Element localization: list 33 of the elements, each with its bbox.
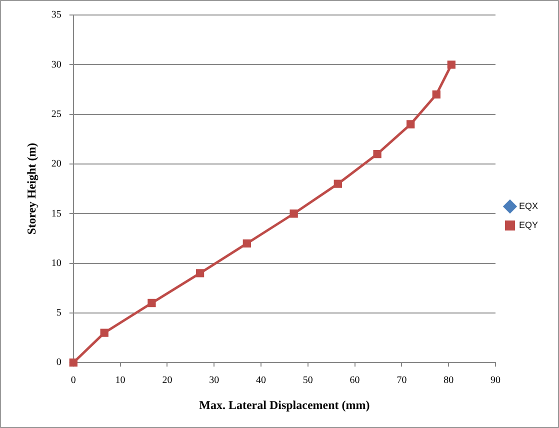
x-axis-title: Max. Lateral Displacement (mm) (199, 398, 370, 412)
point (432, 90, 440, 99)
x-tick-label: 0 (70, 375, 76, 386)
y-tick-label: 35 (51, 10, 62, 21)
point (242, 239, 252, 248)
x-tick-label: 60 (350, 375, 360, 386)
y-tick-label: 30 (51, 59, 62, 70)
x-tick-label: 30 (209, 375, 220, 386)
y-axis-title: Storey Height (m) (24, 142, 38, 235)
point (148, 298, 156, 308)
x-tick-label: 90 (490, 375, 500, 386)
y-tick-label: 15 (51, 208, 62, 220)
point (406, 120, 415, 128)
y-tick-label: 10 (51, 258, 62, 269)
point (196, 269, 204, 278)
x-tick-label: 40 (256, 375, 266, 386)
point (334, 180, 342, 188)
y-tick-label: 5 (56, 308, 62, 319)
y-tick-label: 0 (56, 357, 62, 368)
y-tick-label: 25 (51, 108, 62, 120)
x-tick-label: 50 (302, 375, 313, 386)
x-tick-label: 20 (162, 375, 172, 386)
point (69, 358, 78, 367)
point (290, 210, 298, 218)
legend-label: EQY (518, 220, 538, 230)
point (447, 60, 456, 69)
point (100, 328, 108, 337)
x-tick-label: 10 (115, 375, 126, 386)
y-tick-label: 20 (51, 158, 62, 170)
x-tick-label: 70 (396, 375, 407, 386)
legend-label: EQX (518, 200, 538, 211)
x-tick-label: 80 (444, 375, 454, 386)
point (373, 150, 382, 158)
